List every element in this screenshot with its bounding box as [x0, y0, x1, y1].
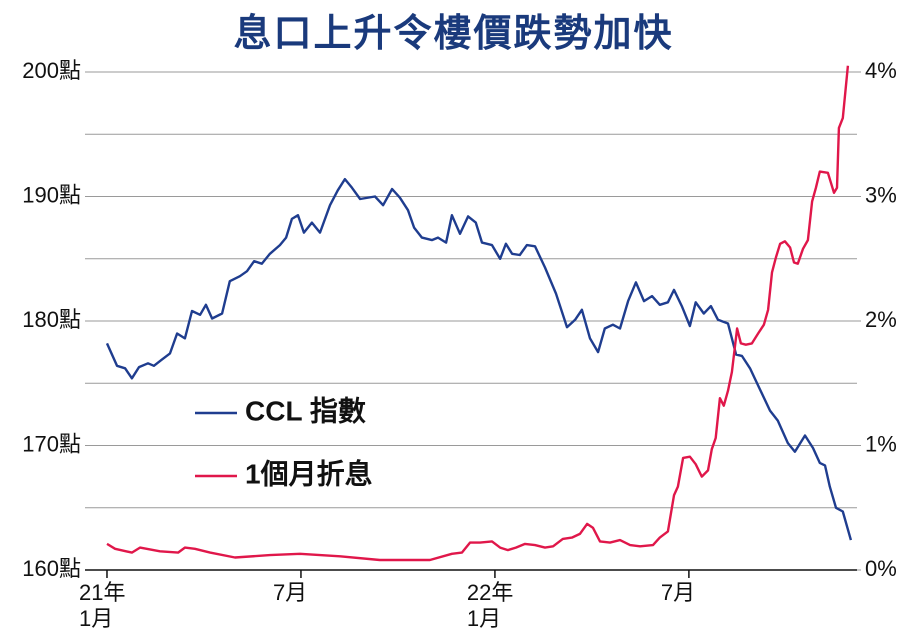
data-line [105, 177, 853, 541]
y2-tick-label: 1% [865, 431, 897, 456]
x-tick-label: 21年 1月 [78, 580, 126, 631]
y-tick-label: 160點 [22, 556, 81, 581]
x-tick-label: 22年 1月 [466, 580, 514, 631]
y2-tick-label: 4% [865, 58, 897, 83]
x-tick-label: 7月 [272, 580, 308, 605]
y-tick-label: 200點 [22, 58, 81, 83]
y2-tick-label: 3% [865, 182, 897, 207]
y-tick-label: 170點 [22, 431, 81, 456]
legend-label: CCL 指數 [245, 395, 366, 426]
data-line [106, 65, 850, 562]
legend-label: 1個月折息 [245, 457, 373, 489]
y-tick-label: 180點 [22, 307, 81, 332]
y2-tick-label: 2% [865, 307, 897, 332]
y2-tick-label: 0% [865, 556, 897, 581]
chart-title: 息口上升令樓價跌勢加快 [233, 13, 674, 55]
y-tick-label: 190點 [22, 182, 81, 207]
x-tick-label: 7月 [660, 580, 696, 605]
